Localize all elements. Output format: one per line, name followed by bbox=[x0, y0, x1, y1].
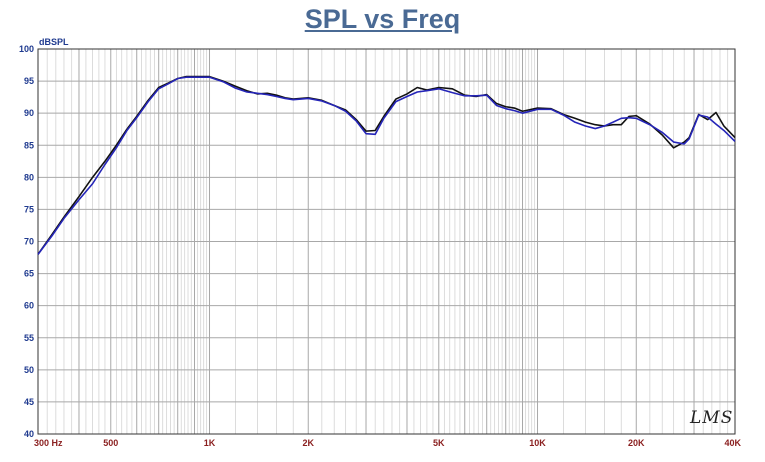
x-tick-label: 2K bbox=[302, 438, 314, 448]
y-tick-label: 45 bbox=[24, 397, 34, 407]
y-tick-label: 85 bbox=[24, 140, 34, 150]
x-tick-label: 40K bbox=[724, 438, 741, 448]
x-tick-label: 500 bbox=[103, 438, 118, 448]
x-tick-label: 300 Hz bbox=[34, 438, 63, 448]
chart-title: SPL vs Freq bbox=[304, 4, 461, 34]
y-tick-label: 70 bbox=[24, 237, 34, 247]
y-axis-label: dBSPL bbox=[39, 37, 69, 47]
y-tick-label: 95 bbox=[24, 76, 34, 86]
series-lines bbox=[37, 75, 736, 255]
x-tick-label: 20K bbox=[628, 438, 645, 448]
x-tick-label: 5K bbox=[433, 438, 445, 448]
y-tick-label: 65 bbox=[24, 269, 34, 279]
plot-frame bbox=[37, 48, 736, 435]
y-tick-label: 50 bbox=[24, 365, 34, 375]
x-tick-label: 10K bbox=[529, 438, 546, 448]
y-tick-label: 55 bbox=[24, 333, 34, 343]
grid-major-lines bbox=[38, 49, 735, 434]
series-line-2 bbox=[37, 76, 736, 255]
y-tick-label: 90 bbox=[24, 108, 34, 118]
y-tick-label: 60 bbox=[24, 301, 34, 311]
y-tick-label: 100 bbox=[19, 44, 34, 54]
y-tick-label: 40 bbox=[24, 429, 34, 439]
y-tick-labels: 40 45 50 55 60 65 70 75 80 85 90 95 100 bbox=[19, 44, 34, 439]
y-tick-label: 80 bbox=[24, 172, 34, 182]
x-tick-label: 1K bbox=[204, 438, 216, 448]
x-tick-labels: 300 Hz 500 1K 2K 5K 10K 20K 40K bbox=[34, 438, 741, 448]
y-tick-label: 75 bbox=[24, 204, 34, 214]
series-line-1 bbox=[37, 75, 736, 255]
lms-watermark: LMS bbox=[690, 408, 734, 428]
